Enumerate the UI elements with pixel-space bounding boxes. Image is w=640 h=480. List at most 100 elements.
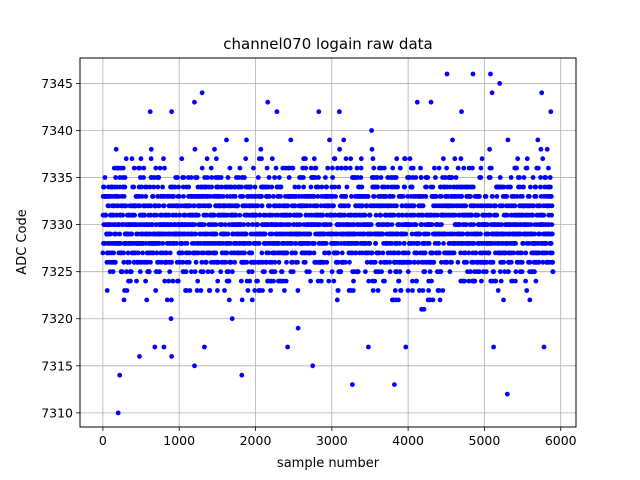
data-point: [182, 212, 188, 218]
data-point: [141, 175, 146, 180]
data-point: [209, 175, 215, 180]
data-point: [511, 250, 516, 256]
data-point: [341, 137, 347, 143]
data-point: [451, 250, 457, 256]
data-point: [519, 259, 525, 265]
data-point: [427, 269, 433, 275]
data-point: [378, 175, 384, 180]
data-point: [177, 212, 183, 218]
data-point: [124, 269, 129, 275]
data-point: [431, 259, 437, 265]
data-point: [400, 212, 405, 218]
data-point: [229, 269, 235, 275]
data-point: [249, 297, 255, 303]
data-point: [141, 165, 147, 171]
data-point: [387, 259, 393, 265]
data-point: [251, 165, 256, 171]
data-point: [121, 250, 126, 256]
plot-frame: [79, 57, 577, 428]
data-point: [180, 250, 185, 256]
data-point: [375, 184, 380, 190]
data-point: [242, 250, 247, 256]
data-point: [187, 203, 193, 209]
data-point: [412, 212, 417, 218]
data-point: [276, 175, 282, 180]
data-point: [323, 175, 328, 180]
data-point: [167, 269, 173, 275]
data-point: [303, 156, 308, 162]
data-point: [367, 241, 373, 246]
data-point: [410, 165, 416, 171]
data-point: [369, 146, 375, 152]
data-point: [148, 156, 154, 162]
data-point: [293, 241, 299, 246]
data-point: [271, 278, 276, 284]
data-point: [239, 297, 245, 303]
data-point: [508, 259, 514, 265]
data-point: [538, 184, 543, 190]
data-point: [494, 194, 500, 199]
data-point: [272, 259, 278, 265]
data-point: [398, 288, 404, 293]
data-point: [244, 259, 250, 265]
data-point: [478, 231, 483, 237]
data-point: [390, 194, 396, 199]
data-point: [536, 259, 542, 265]
data-point: [247, 241, 253, 246]
data-point: [175, 175, 180, 180]
data-point: [193, 231, 199, 237]
data-point: [501, 184, 507, 190]
data-point: [338, 269, 344, 275]
data-point: [470, 71, 476, 77]
data-point: [532, 231, 538, 237]
data-point: [363, 269, 368, 275]
data-point: [337, 146, 342, 152]
data-point: [524, 288, 530, 293]
data-point: [494, 212, 500, 218]
data-point: [364, 259, 370, 265]
data-point: [362, 212, 368, 218]
data-point: [117, 372, 123, 378]
data-point: [308, 165, 314, 171]
data-point: [278, 184, 284, 190]
y-axis-label: ADC Code: [15, 209, 30, 274]
data-point: [497, 81, 503, 86]
data-point: [226, 278, 232, 284]
data-point: [464, 222, 469, 228]
data-point: [283, 278, 289, 284]
data-point: [461, 165, 467, 171]
data-point: [337, 109, 342, 115]
data-point: [439, 259, 444, 265]
data-point: [202, 222, 207, 228]
data-point: [314, 203, 320, 209]
data-point: [180, 259, 186, 265]
data-point: [148, 259, 153, 265]
data-point: [338, 165, 344, 171]
data-point: [166, 278, 172, 284]
data-point: [224, 250, 230, 256]
data-point: [282, 288, 287, 293]
data-point: [293, 250, 298, 256]
data-point: [521, 184, 526, 190]
data-point: [199, 259, 205, 265]
data-point: [118, 241, 123, 246]
data-point: [215, 278, 221, 284]
data-point: [243, 156, 249, 162]
data-point: [387, 269, 393, 275]
data-point: [153, 165, 159, 171]
data-point: [228, 259, 234, 265]
data-point: [405, 269, 411, 275]
data-point: [246, 222, 251, 228]
data-point: [350, 382, 355, 387]
data-point: [300, 175, 306, 180]
data-point: [549, 203, 555, 209]
data-point: [242, 175, 247, 180]
data-point: [238, 278, 244, 284]
data-point: [119, 269, 125, 275]
data-point: [113, 146, 119, 152]
data-point: [350, 288, 356, 293]
data-point: [389, 222, 395, 228]
data-point: [211, 212, 217, 218]
data-point: [220, 194, 226, 199]
data-point: [373, 212, 379, 218]
